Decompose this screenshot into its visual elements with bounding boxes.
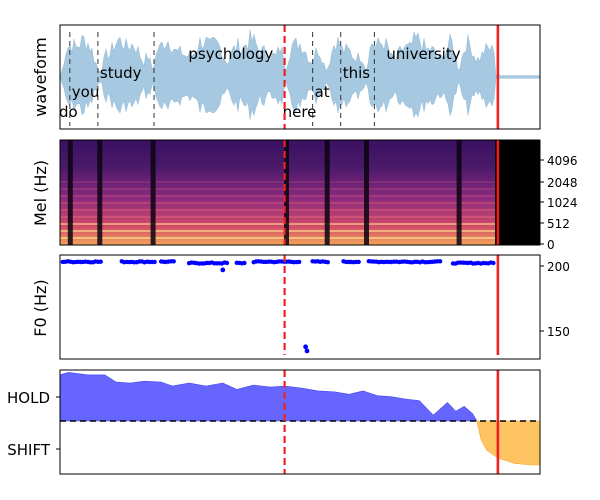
f0-point xyxy=(98,259,103,264)
f0-axes-frame xyxy=(59,254,541,360)
mel-harmonic-band xyxy=(60,237,496,239)
mel-ytick: 1024 xyxy=(547,196,578,210)
turn-axes-frame xyxy=(59,369,541,475)
f0-points xyxy=(60,259,496,354)
mel-energy xyxy=(60,140,496,245)
mel-harmonic-band xyxy=(60,223,496,225)
word-boundaries xyxy=(69,32,375,126)
mel-harmonic-band xyxy=(60,202,496,204)
mel-harmonic-band xyxy=(60,181,496,183)
shift-probability-area xyxy=(476,420,541,466)
f0-point xyxy=(303,344,308,350)
f0-point xyxy=(356,259,361,265)
mel-axes-frame xyxy=(59,139,541,246)
f0-point xyxy=(242,260,247,266)
word-label: university xyxy=(386,45,460,63)
mel-pause-column xyxy=(67,140,73,245)
mel-panel: 4096 2048 1024 512 0 Mel (Hz) xyxy=(31,139,578,252)
mel-pause-column xyxy=(97,140,103,245)
f0-point xyxy=(224,260,230,266)
f0-panel: 200 150 F0 (Hz) xyxy=(31,254,570,360)
word-label: this xyxy=(343,64,371,82)
mel-yticks: 4096 2048 1024 512 0 xyxy=(540,154,578,252)
hold-probability-area xyxy=(59,372,478,422)
mel-pause-column xyxy=(150,140,156,245)
time-markers xyxy=(283,25,500,129)
f0-point xyxy=(304,348,310,354)
word-label: study xyxy=(100,64,142,82)
word-label: do xyxy=(59,103,78,121)
f0-point xyxy=(297,259,302,265)
mel-ytick: 0 xyxy=(547,238,555,252)
hold-ytick: HOLD xyxy=(7,389,50,407)
mel-pause-column xyxy=(284,140,289,245)
f0-point xyxy=(325,260,330,265)
mel-harmonic-band xyxy=(60,209,496,211)
mel-spectrogram xyxy=(60,140,496,245)
mel-pause-column xyxy=(456,140,462,245)
mel-harmonic-band xyxy=(60,188,496,190)
mel-harmonic-band xyxy=(60,216,496,218)
mel-pause-column xyxy=(324,140,330,245)
mel-ytick: 2048 xyxy=(547,176,578,190)
word-label: here xyxy=(283,103,317,121)
f0-ytick: 150 xyxy=(547,325,570,339)
word-label: at xyxy=(315,83,330,101)
word-label: psychology xyxy=(188,45,273,63)
time-markers xyxy=(283,370,500,474)
turn-panel: HOLD SHIFT xyxy=(7,369,541,475)
shift-ytick: SHIFT xyxy=(7,441,51,459)
word-label: you xyxy=(72,83,100,101)
mel-ytick: 512 xyxy=(547,217,570,231)
mel-harmonic-band xyxy=(60,195,496,197)
f0-ytick: 200 xyxy=(547,260,570,274)
f0-point xyxy=(152,259,157,265)
waveform-ylabel: waveform xyxy=(31,37,50,117)
f0-ylabel: F0 (Hz) xyxy=(31,279,50,336)
f0-point xyxy=(491,260,496,266)
mel-ylabel: Mel (Hz) xyxy=(31,160,50,226)
mel-harmonic-band xyxy=(60,230,496,232)
mel-pause-column xyxy=(364,140,369,245)
time-markers xyxy=(283,255,500,355)
f0-point xyxy=(220,267,226,273)
f0-point xyxy=(171,259,176,264)
time-markers xyxy=(283,140,500,245)
mel-ytick: 4096 xyxy=(547,154,578,168)
f0-point xyxy=(437,259,443,264)
waveform-axes-frame xyxy=(59,24,541,130)
